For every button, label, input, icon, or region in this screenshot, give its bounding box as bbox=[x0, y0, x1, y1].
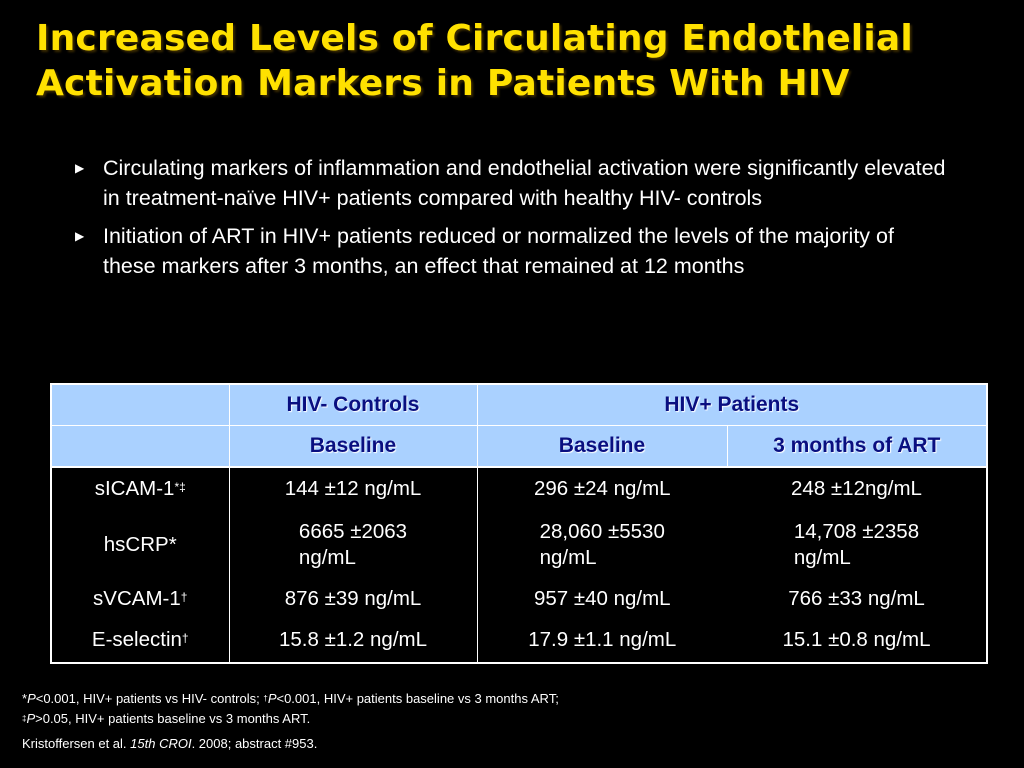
slide-title: Increased Levels of Circulating Endothel… bbox=[36, 16, 996, 106]
marker-sup: † bbox=[180, 590, 188, 604]
table-row: sICAM-1*‡ 144 ±12 ng/mL 296 ±24 ng/mL 24… bbox=[51, 467, 987, 510]
baseline-cell: 957 ±40 ng/mL bbox=[476, 580, 727, 618]
bullet-list: ▶ Circulating markers of inflammation an… bbox=[72, 153, 952, 289]
subheader-patients-art: 3 months of ART bbox=[726, 425, 987, 468]
header-empty-cell bbox=[51, 384, 229, 426]
subheader-patients-baseline: Baseline bbox=[476, 425, 727, 468]
marker-cell: sVCAM-1† bbox=[93, 587, 188, 610]
table-row: E-selectin† 15.8 ±1.2 ng/mL 17.9 ±1.1 ng… bbox=[51, 618, 987, 663]
triangle-right-icon: ▶ bbox=[75, 229, 85, 243]
triangle-right-icon: ▶ bbox=[75, 161, 85, 175]
slide-title-line-1: Increased Levels of Circulating Endothel… bbox=[36, 18, 913, 59]
subheader-empty-cell bbox=[51, 425, 229, 468]
baseline-cell: 296 ±24 ng/mL bbox=[476, 467, 727, 510]
art-cell: 14,708 ±2358 ng/mL bbox=[793, 520, 920, 569]
baseline-cell: 28,060 ±5530 ng/mL bbox=[476, 510, 727, 580]
art-cell: 15.1 ±0.8 ng/mL bbox=[782, 628, 931, 651]
marker-cell: hsCRP* bbox=[103, 533, 177, 556]
slide-title-line-2: Activation Markers in Patients With HIV bbox=[36, 63, 850, 104]
header-hiv-controls: HIV- Controls bbox=[228, 384, 477, 426]
bullet-text: Initiation of ART in HIV+ patients reduc… bbox=[103, 224, 894, 278]
marker-cell: sICAM-1*‡ bbox=[94, 477, 186, 500]
controls-cell: 6665 ±2063 ng/mL bbox=[228, 510, 477, 580]
bullet-item: ▶ Circulating markers of inflammation an… bbox=[72, 153, 952, 213]
bullet-item: ▶ Initiation of ART in HIV+ patients red… bbox=[72, 221, 952, 281]
table-subheader-row: Baseline Baseline 3 months of ART bbox=[51, 425, 987, 468]
marker-sup: *‡ bbox=[174, 480, 186, 494]
marker-cell: E-selectin† bbox=[91, 628, 189, 651]
controls-cell: 876 ±39 ng/mL bbox=[228, 580, 477, 618]
controls-cell: 15.8 ±1.2 ng/mL bbox=[228, 618, 477, 663]
art-cell: 766 ±33 ng/mL bbox=[788, 587, 925, 610]
controls-cell: 144 ±12 ng/mL bbox=[228, 467, 477, 510]
bullet-text: Circulating markers of inflammation and … bbox=[103, 156, 946, 210]
marker-table: HIV- Controls HIV+ Patients Baseline Bas… bbox=[50, 383, 988, 664]
header-hiv-patients: HIV+ Patients bbox=[476, 384, 987, 426]
footnote-line-2: ‡P>0.05, HIV+ patients baseline vs 3 mon… bbox=[22, 711, 311, 726]
table-row: sVCAM-1† 876 ±39 ng/mL 957 ±40 ng/mL 766… bbox=[51, 580, 987, 618]
marker-sup: † bbox=[181, 631, 189, 645]
baseline-cell: 17.9 ±1.1 ng/mL bbox=[476, 618, 727, 663]
footnote-line-1: *P<0.001, HIV+ patients vs HIV- controls… bbox=[22, 691, 559, 706]
subheader-controls-baseline: Baseline bbox=[228, 425, 477, 468]
citation: Kristoffersen et al. 15th CROI. 2008; ab… bbox=[22, 736, 318, 751]
table-row: hsCRP* 6665 ±2063 ng/mL 28,060 ±5530 ng/mL… bbox=[51, 510, 987, 580]
table-header-row: HIV- Controls HIV+ Patients bbox=[51, 384, 987, 426]
art-cell: 248 ±12ng/mL bbox=[791, 477, 922, 500]
